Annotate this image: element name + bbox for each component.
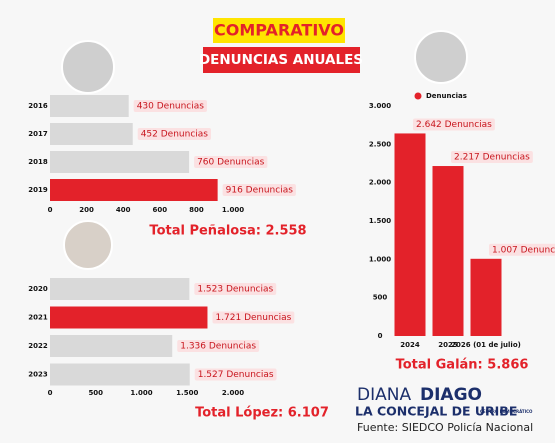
total-annotation: Total López: 6.107 [195, 406, 329, 421]
footer-name: DIAGO [420, 385, 482, 405]
y-tick-label: 2017 [28, 130, 48, 138]
value-label-bg [413, 118, 495, 131]
portrait [63, 220, 113, 270]
portrait [61, 40, 115, 94]
subtitle-box [203, 47, 360, 73]
bar [50, 123, 133, 145]
y-tick-label: 2019 [28, 186, 48, 194]
bar [470, 258, 502, 336]
y-tick-label: 2016 [28, 102, 48, 110]
value-label: 916 Denuncias [226, 186, 294, 196]
y-tick-label: 2022 [28, 342, 48, 350]
y-tick-label: 1.000 [369, 255, 391, 263]
y-tick-label: 2023 [28, 371, 48, 379]
value-label: 1.523 Denuncias [197, 285, 273, 295]
x-tick-label: 0 [48, 206, 53, 214]
x-tick-label: 1.500 [176, 389, 198, 397]
x-tick-label: 500 [88, 389, 103, 397]
value-label-bg [133, 100, 207, 112]
x-tick-label: 0 [48, 389, 53, 397]
value-label-bg [212, 311, 295, 324]
value-label: 1.721 Denuncias [215, 313, 291, 323]
footer-source: Fuente: SIEDCO Policía Nacional [357, 421, 533, 434]
bar [50, 306, 208, 329]
value-label: 452 Denuncias [141, 130, 209, 140]
x-tick-label: 800 [189, 206, 204, 214]
subtitle: DENUNCIAS ANUALES [199, 52, 363, 68]
y-tick-label: 1.500 [369, 217, 391, 225]
total-annotation: Total Peñalosa: 2.558 [149, 224, 306, 239]
x-tick-label: 400 [116, 206, 131, 214]
value-label-bg [177, 340, 260, 352]
x-tick-label: 600 [152, 206, 167, 214]
bar [50, 179, 218, 201]
y-tick-label: 2.500 [369, 140, 391, 148]
portrait [414, 30, 468, 84]
y-tick-label: 2018 [28, 158, 48, 166]
footer-tagline: LA CONCEJAL DE URIBE [355, 404, 517, 419]
bar [50, 335, 173, 357]
bar [50, 151, 190, 173]
bar [394, 133, 426, 336]
value-label: 2.217 Denuncias [454, 153, 530, 163]
value-label: 1.007 Denuncias [492, 245, 555, 255]
y-tick-label: 500 [373, 294, 388, 302]
value-label-bg [194, 156, 268, 168]
y-tick-label: 2021 [28, 314, 48, 322]
legend-label: Denuncias [426, 92, 467, 100]
value-label-bg [194, 283, 277, 295]
value-label-bg [194, 368, 277, 381]
value-label: 2.642 Denuncias [416, 120, 492, 130]
value-label-bg [451, 151, 533, 164]
footer-name: DIANA [357, 385, 411, 405]
x-tick-label: 1.000 [222, 206, 244, 214]
title-box [213, 18, 345, 43]
value-label-bg [222, 184, 296, 196]
value-label: 760 Denuncias [197, 158, 265, 168]
y-tick-label: 0 [378, 332, 383, 340]
y-tick-label: 2.000 [369, 179, 391, 187]
x-tick-label: 1.000 [130, 389, 152, 397]
title: COMPARATIVO [214, 21, 344, 40]
value-label: 1.336 Denuncias [180, 342, 256, 352]
bar [50, 278, 190, 300]
x-tick-label: 2.000 [222, 389, 244, 397]
value-label-bg [137, 128, 211, 140]
x-tick-label: 2025 [438, 341, 458, 349]
bar [432, 166, 464, 336]
bar [50, 95, 129, 117]
x-tick-label: 200 [79, 206, 94, 214]
value-label: 1.527 Denuncias [198, 370, 274, 380]
x-tick-label: 2026 (01 de julio) [451, 341, 521, 349]
bar [50, 363, 190, 386]
total-annotation: Total Galán: 5.866 [396, 358, 529, 373]
legend-marker [414, 92, 422, 100]
party-logo: CENTRO DEMOCRÁTICO [480, 409, 533, 414]
y-tick-label: 3.000 [369, 102, 391, 110]
value-label: 430 Denuncias [137, 102, 205, 112]
value-label-bg [489, 243, 555, 256]
y-tick-label: 2020 [28, 285, 48, 293]
x-tick-label: 2024 [400, 341, 420, 349]
